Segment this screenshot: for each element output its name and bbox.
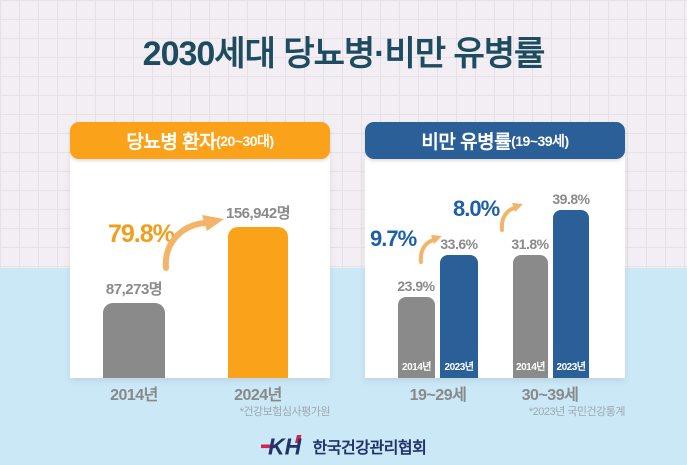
obesity-panel-header: 비만 유병률 (19~39세): [365, 122, 625, 159]
increase-arrow-icon: [499, 203, 523, 232]
diabetes-header-scope: (20~30대): [216, 132, 274, 149]
page-title: 2030세대 당뇨병·비만 유병률: [142, 35, 546, 73]
diabetes-increase-pct: 79.8%: [108, 220, 175, 248]
obesity-g1-2023-value: 33.6%: [440, 236, 478, 252]
obesity-axis-19-29: 19~29세: [409, 387, 467, 404]
obesity-panel: 비만 유병률 (19~39세) 9.7% 23.9% 33.6% 2014년 20…: [365, 122, 625, 378]
svg-text:KH: KH: [268, 434, 302, 460]
obesity-chart-area: 9.7% 23.9% 33.6% 2014년 2023년 8.0% 31.8% …: [365, 154, 625, 378]
diabetes-source-note: *건강보험심사평가원: [239, 406, 331, 418]
diabetes-header-text: 당뇨병 환자: [126, 132, 217, 153]
obesity-g2-2023-tag: 2023년: [556, 362, 586, 373]
diabetes-panel-header: 당뇨병 환자 (20~30대): [70, 122, 330, 159]
obesity-g1-2014-value: 23.9%: [397, 278, 435, 294]
diabetes-2014-value: 87,273명: [105, 281, 163, 298]
diabetes-2024-bar: [228, 227, 288, 378]
diabetes-axis-2014: 2014년: [110, 387, 158, 404]
obesity-g2-2014-value: 31.8%: [511, 236, 549, 252]
obesity-source-note: *2023년 국민건강통계: [528, 406, 626, 418]
obesity-g1-2014-tag: 2014년: [402, 362, 431, 373]
increase-arrow-icon: [162, 215, 224, 271]
diabetes-2014-bar: [103, 303, 165, 378]
obesity-header-scope: (19~39세): [511, 132, 569, 149]
diabetes-chart-area: 79.8% 87,273명 156,942명: [70, 154, 330, 378]
diabetes-2024-value: 156,942명: [225, 205, 291, 222]
obesity-g1-2014-bar: 2014년: [398, 297, 435, 378]
obesity-axis-30-39: 30~39세: [521, 387, 579, 404]
obesity-g2-increase-pct: 8.0%: [453, 196, 500, 221]
diabetes-axis-2024: 2024년: [234, 387, 282, 404]
obesity-g2-2023-bar: 2023년: [553, 210, 589, 378]
obesity-g1-increase-pct: 9.7%: [370, 226, 417, 251]
diabetes-panel: 당뇨병 환자 (20~30대) 79.8% 87,273명 156,942명: [70, 122, 330, 378]
obesity-g2-2023-value: 39.8%: [552, 191, 590, 207]
footer: KH 한국건강관리협회: [0, 433, 687, 459]
obesity-g1-2023-tag: 2023년: [444, 362, 474, 373]
obesity-g2-2014-tag: 2014년: [516, 362, 545, 373]
obesity-header-text: 비만 유병률: [421, 132, 512, 153]
increase-arrow-icon: [418, 235, 442, 264]
kh-logo-icon: KH: [260, 434, 302, 460]
obesity-g1-2023-bar: 2023년: [440, 255, 478, 378]
org-name: 한국건강관리협회: [312, 440, 427, 457]
obesity-g2-2014-bar: 2014년: [513, 255, 548, 378]
